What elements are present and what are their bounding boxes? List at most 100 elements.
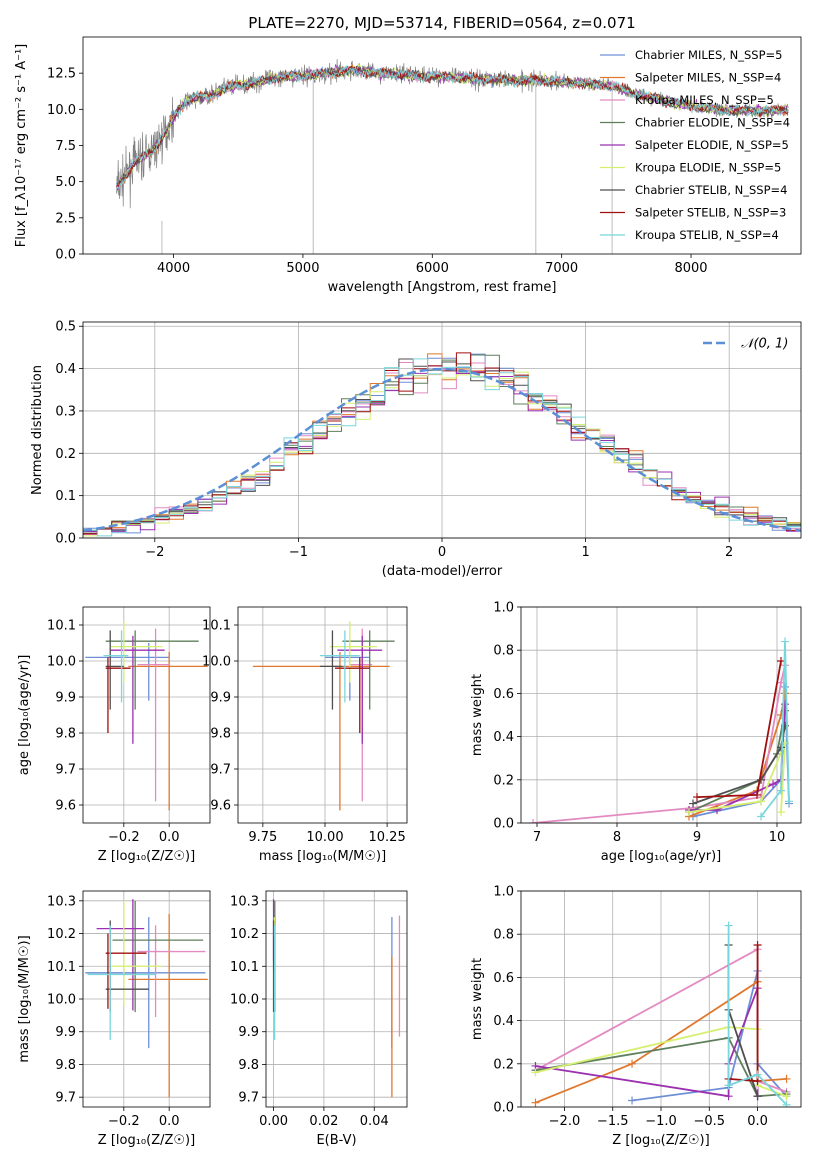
x-tick-label: 10 [769,830,786,845]
y-tick-label: 0.2 [493,773,514,788]
y-tick-label: 9.9 [238,1025,259,1040]
chart-title: PLATE=2270, MJD=53714, FIBERID=0564, z=0… [248,14,635,32]
y-tick-label: 9.6 [210,799,231,814]
y-tick-label: 9.7 [238,1091,259,1106]
y-tick-label: 10.0 [230,993,259,1008]
x-tick-label: −0.2 [108,830,140,845]
y-tick-label: 10.0 [47,103,76,118]
plot-area [85,899,208,1098]
y-tick-label: 10.1 [230,960,259,975]
axes-frame [520,606,802,824]
x-tick-label: 0.0 [159,1114,180,1129]
x-axis-label: Z [log₁₀(Z/Z☉)] [98,1133,195,1148]
x-tick-label: 10.25 [369,830,406,845]
weight-marker-chabrier_stelib [777,743,785,752]
weight-marker-salpeter_stelib [753,941,762,949]
legend-label-chabrier_elodie: Chabrier ELODIE, N_SSP=4 [635,116,790,130]
weight-marker-chabrier_miles [628,1096,637,1105]
x-axis-label: age [log₁₀(age/yr)] [601,849,722,864]
plot-area [252,621,395,811]
x-tick-label: 0.0 [747,1114,768,1129]
y-tick-label: 0.4 [493,1014,514,1029]
y-tick-label: 0.0 [55,532,76,547]
x-tick-label: 0.00 [259,1114,288,1129]
y-tick-label: 0.2 [55,447,76,462]
y-tick-label: 10.2 [47,927,76,942]
legend-label-salpeter_miles: Salpeter MILES, N_SSP=4 [635,71,781,85]
weight-line-chabrier_elodie [535,1036,787,1098]
weight-marker-kroupa_elodie [757,797,765,806]
axes-frame [82,890,211,1108]
plot-area [531,921,791,1107]
weight-marker-chabrier_stelib [753,1092,762,1101]
y-tick-label: 0.4 [493,730,514,745]
axes-frame [237,606,408,824]
axes-frame [82,36,802,255]
y-tick-label: 10.3 [230,894,259,909]
legend-label-chabrier_stelib: Chabrier STELIB, N_SSP=4 [635,183,787,197]
x-tick-label: 6000 [416,261,449,276]
weight-marker-chabrier_stelib [689,799,697,808]
y-tick-label: 5.0 [55,175,76,190]
y-tick-label: 10.1 [202,619,231,634]
x-tick-label: 2 [725,545,733,560]
x-tick-label: −1.0 [645,1114,677,1129]
axes-frame [82,606,211,824]
weight-marker-kroupa_stelib [782,1100,791,1107]
legend-label-kroupa_stelib: Kroupa STELIB, N_SSP=4 [635,228,779,242]
weight-marker-salpeter_elodie [769,780,777,789]
axes-frame [82,321,802,539]
y-tick-label: 9.8 [55,1058,76,1073]
y-tick-label: 9.7 [55,763,76,778]
y-axis-label: mass weight [470,958,485,1040]
y-axis-label: mass weight [470,674,485,756]
y-tick-label: 9.9 [210,691,231,706]
x-axis-label: mass [log₁₀(M/M☉)] [259,849,386,864]
legend-label-kroupa_miles: Kroupa MILES, N_SSP=5 [635,93,774,107]
x-tick-label: 0.04 [360,1114,389,1129]
weight-line-salpeter_stelib [696,660,782,798]
x-axis-label: Z [log₁₀(Z/Z☉)] [612,1133,709,1148]
y-tick-label: 2.5 [55,211,76,226]
panel-8: −2.0 −1.5 −1.0 −0.5 0.0 0.0 0.2 0.4 0.6 0.8 1.0 Z [… [470,885,802,1148]
weight-marker-salpeter_miles [782,1074,791,1083]
y-tick-label: 10.1 [47,619,76,634]
y-tick-label: 10.3 [47,894,76,909]
x-tick-label: 0.02 [309,1114,338,1129]
weight-marker-salpeter_miles [531,1098,540,1107]
model-spectrum-kroupa_stelib [116,64,789,191]
y-tick-label: 0.6 [493,971,514,986]
x-tick-label: −0.2 [108,1114,140,1129]
y-tick-label: 9.8 [210,727,231,742]
model-spectrum-salpeter_stelib [116,65,789,188]
y-tick-label: 9.9 [55,1025,76,1040]
weight-marker-salpeter_miles [781,689,789,698]
weight-marker-salpeter_elodie [781,700,789,709]
legend-label-gaussian: 𝒩(0, 1) [741,337,788,352]
weight-marker-kroupa_elodie [782,1092,791,1101]
y-tick-label: 9.7 [55,1091,76,1106]
weight-marker-kroupa_elodie [685,808,693,817]
weight-marker-kroupa_stelib [777,786,785,795]
y-axis-label: Normed distribution [30,365,45,495]
weight-marker-kroupa_stelib [724,921,733,930]
x-tick-label: 0.0 [159,830,180,845]
y-tick-label: 9.8 [238,1058,259,1073]
y-tick-label: 9.9 [55,691,76,706]
weight-marker-kroupa_stelib [724,1081,733,1090]
legend-label-salpeter_stelib: Salpeter STELIB, N_SSP=3 [635,206,786,220]
plot-area [272,899,401,1098]
model-spectrum-kroupa_elodie [116,62,789,188]
y-tick-label: 0.5 [55,320,76,335]
x-axis-label: (data-model)/error [382,564,503,579]
x-tick-label: 7000 [545,261,578,276]
y-tick-label: 10.2 [230,927,259,942]
panel-5: 7 8 9 10 0.0 0.2 0.4 0.6 0.8 1.0 age [log₁₀(age/yr… [470,601,802,864]
panel-4: 9.75 10.00 10.25 9.6 9.7 9.8 9.9 10.0 10.1 mass [… [202,606,408,864]
weight-marker-salpeter_elodie [724,1092,733,1101]
x-tick-label: 10.00 [306,830,343,845]
weight-line-salpeter_miles [688,693,786,818]
y-tick-label: 0.3 [55,404,76,419]
y-tick-label: 0.0 [493,817,514,832]
y-tick-label: 7.5 [55,139,76,154]
